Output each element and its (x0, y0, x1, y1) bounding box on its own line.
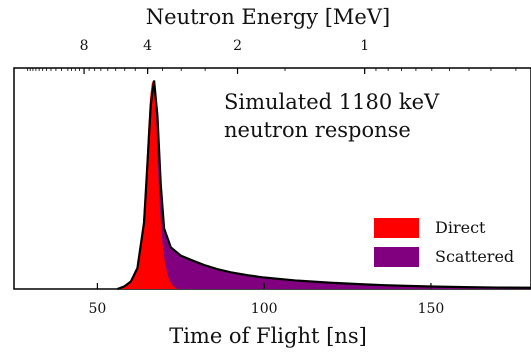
legend: Direct Scattered (374, 218, 514, 267)
bottom-axis-title: Time of Flight [ns] (169, 324, 367, 348)
bottom-axis-tick-labels: 50 100 150 (88, 301, 444, 317)
legend-label-direct: Direct (435, 218, 486, 237)
top-axis-tick-label: 2 (233, 38, 242, 54)
total-outline-layer (117, 80, 531, 291)
top-axis-minor-ticks (27, 68, 517, 71)
top-axis-title: Neutron Energy [MeV] (146, 5, 390, 29)
top-axis-tick-label: 1 (360, 38, 369, 54)
bottom-axis-tick-label: 100 (251, 301, 278, 317)
legend-label-scattered: Scattered (435, 247, 514, 266)
direct-area (117, 80, 178, 289)
top-axis-tick-label: 8 (80, 38, 89, 54)
legend-swatch-direct (374, 218, 419, 238)
bottom-axis-ticks (96, 283, 432, 289)
total-outline (117, 80, 531, 291)
legend-swatch-scattered (374, 247, 419, 267)
bottom-axis-tick-label: 50 (88, 301, 106, 317)
annotation-line-1: Simulated 1180 keV (224, 90, 440, 114)
top-axis-major-ticks (83, 68, 366, 74)
direct-series-layer (117, 80, 178, 289)
annotation-line-2: neutron response (224, 118, 411, 142)
top-axis-tick-label: 4 (143, 38, 152, 54)
plot-frame (13, 67, 531, 290)
top-axis-tick-labels: 84210.50.25 (80, 38, 370, 54)
bottom-axis-tick-label: 150 (418, 301, 445, 317)
